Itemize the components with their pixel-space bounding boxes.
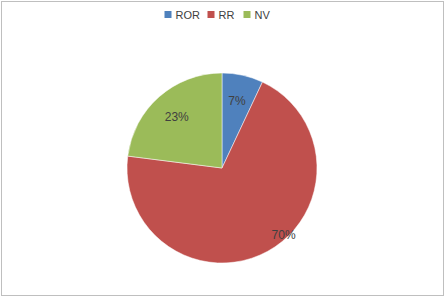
legend-label: NV [255,9,271,21]
data-label: 70% [272,228,296,242]
data-label: 7% [228,94,246,108]
legend-swatch [208,11,215,18]
legend-label: ROR [176,9,201,21]
chart: ROR RR NV 7% 70% 23% [0,0,445,297]
data-label: 23% [165,110,189,124]
legend-swatch [244,11,251,18]
pie-slice [128,73,222,168]
data-labels: 7% 70% 23% [165,94,296,241]
chart-frame [2,2,444,296]
pie [127,73,317,263]
legend: ROR RR NV [165,9,271,21]
legend-label: RR [219,9,235,21]
legend-swatch [165,11,172,18]
